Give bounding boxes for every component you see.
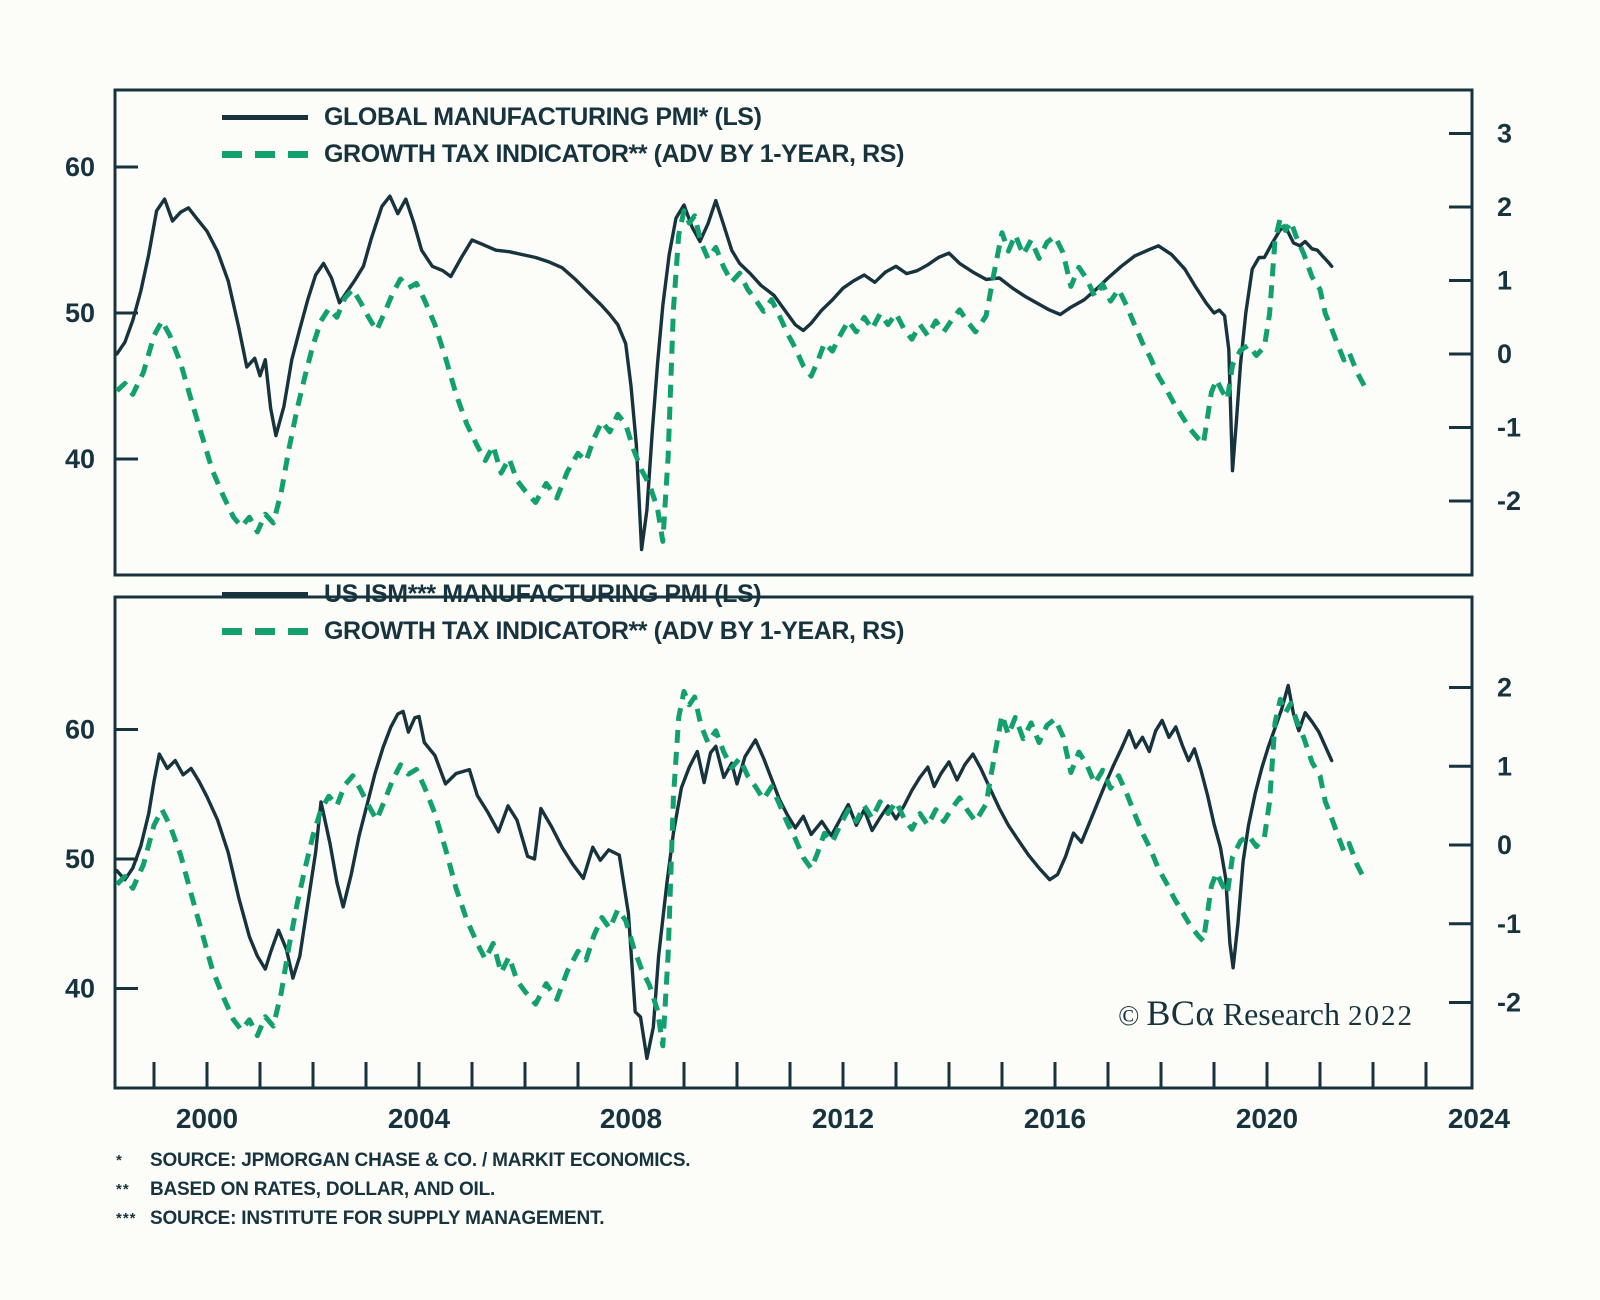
right-axis-tick-label: 1 bbox=[1497, 751, 1512, 781]
series-line-growth-tax-indicator-top bbox=[115, 208, 1368, 544]
right-axis-tick-label: 0 bbox=[1497, 830, 1512, 860]
x-axis-year-label: 2008 bbox=[600, 1103, 662, 1134]
footnote-marker: * bbox=[116, 1152, 123, 1169]
dashed-line-sample bbox=[222, 628, 308, 635]
legend-item-growth-tax: GROWTH TAX INDICATOR** (ADV BY 1-YEAR, R… bbox=[222, 613, 904, 650]
right-axis-tick-label: 3 bbox=[1497, 119, 1512, 149]
footnote-marker: *** bbox=[116, 1210, 137, 1227]
legend-item-growth-tax: GROWTH TAX INDICATOR** (ADV BY 1-YEAR, R… bbox=[222, 136, 904, 173]
footnote-text: SOURCE: INSTITUTE FOR SUPPLY MANAGEMENT. bbox=[150, 1208, 605, 1229]
legend-label: GLOBAL MANUFACTURING PMI* (LS) bbox=[324, 103, 762, 131]
right-axis-tick-label: -2 bbox=[1497, 988, 1521, 1018]
right-axis-tick-label: 0 bbox=[1497, 339, 1512, 369]
solid-line-sample bbox=[222, 592, 308, 597]
footnote-marker: ** bbox=[116, 1181, 130, 1198]
legend-label: GROWTH TAX INDICATOR** (ADV BY 1-YEAR, R… bbox=[324, 140, 904, 168]
series-line-growth-tax-indicator-bottom bbox=[115, 688, 1368, 1049]
x-axis-year-label: 2004 bbox=[388, 1103, 451, 1134]
x-axis-year-label: 2024 bbox=[1448, 1103, 1511, 1134]
series-line-pmi-bottom bbox=[115, 683, 1334, 1061]
left-axis-tick-label: 40 bbox=[65, 444, 95, 474]
legend-label: US ISM*** MANUFACTURING PMI (LS) bbox=[324, 580, 762, 608]
x-axis-year-label: 2016 bbox=[1024, 1103, 1086, 1134]
left-axis-tick-label: 50 bbox=[65, 298, 95, 328]
footnote-based-on: ** BASED ON RATES, DOLLAR, AND OIL. bbox=[116, 1179, 690, 1208]
legend-label: GROWTH TAX INDICATOR** (ADV BY 1-YEAR, R… bbox=[324, 617, 904, 645]
dashed-line-sample bbox=[222, 151, 308, 158]
legend-item-global-pmi: GLOBAL MANUFACTURING PMI* (LS) bbox=[222, 99, 904, 136]
left-axis-tick-label: 60 bbox=[65, 715, 95, 745]
footnote-text: BASED ON RATES, DOLLAR, AND OIL. bbox=[150, 1179, 496, 1200]
right-axis-tick-label: 2 bbox=[1497, 673, 1512, 703]
legend-bottom-panel: US ISM*** MANUFACTURING PMI (LS) GROWTH … bbox=[222, 576, 904, 650]
footnote-text: SOURCE: JPMORGAN CHASE & CO. / MARKIT EC… bbox=[150, 1150, 691, 1171]
solid-line-sample bbox=[222, 115, 308, 120]
bca-research-logo: © BCα Research 2022 bbox=[1118, 992, 1414, 1034]
panel-frame-bottom bbox=[113, 595, 1474, 1090]
right-axis-tick-label: 1 bbox=[1497, 266, 1512, 296]
left-axis-tick-label: 60 bbox=[65, 152, 95, 182]
series-line-pmi-top bbox=[115, 194, 1334, 552]
logo-year: 2022 bbox=[1348, 1000, 1414, 1032]
left-axis-tick-label: 50 bbox=[65, 844, 95, 874]
logo-copyright: © bbox=[1118, 1001, 1147, 1032]
footnote-source-markit: * SOURCE: JPMORGAN CHASE & CO. / MARKIT … bbox=[116, 1150, 691, 1179]
panel-frame-top bbox=[113, 88, 1474, 577]
logo-brand: BCα bbox=[1146, 993, 1215, 1033]
right-axis-tick-label: -1 bbox=[1497, 413, 1521, 443]
x-axis-year-label: 2020 bbox=[1236, 1103, 1298, 1134]
right-axis-tick-label: -1 bbox=[1497, 909, 1521, 939]
left-axis-tick-label: 40 bbox=[65, 974, 95, 1004]
legend-item-us-ism-pmi: US ISM*** MANUFACTURING PMI (LS) bbox=[222, 576, 904, 613]
x-axis-year-label: 2000 bbox=[176, 1103, 238, 1134]
right-axis-tick-label: -2 bbox=[1497, 486, 1521, 516]
footnotes: * SOURCE: JPMORGAN CHASE & CO. / MARKIT … bbox=[116, 1150, 691, 1237]
right-axis-tick-label: 2 bbox=[1497, 192, 1512, 222]
x-axis-year-label: 2012 bbox=[812, 1103, 874, 1134]
legend-top-panel: GLOBAL MANUFACTURING PMI* (LS) GROWTH TA… bbox=[222, 99, 904, 173]
logo-name: Research bbox=[1214, 996, 1348, 1032]
footnote-source-ism: *** SOURCE: INSTITUTE FOR SUPPLY MANAGEM… bbox=[116, 1208, 690, 1237]
